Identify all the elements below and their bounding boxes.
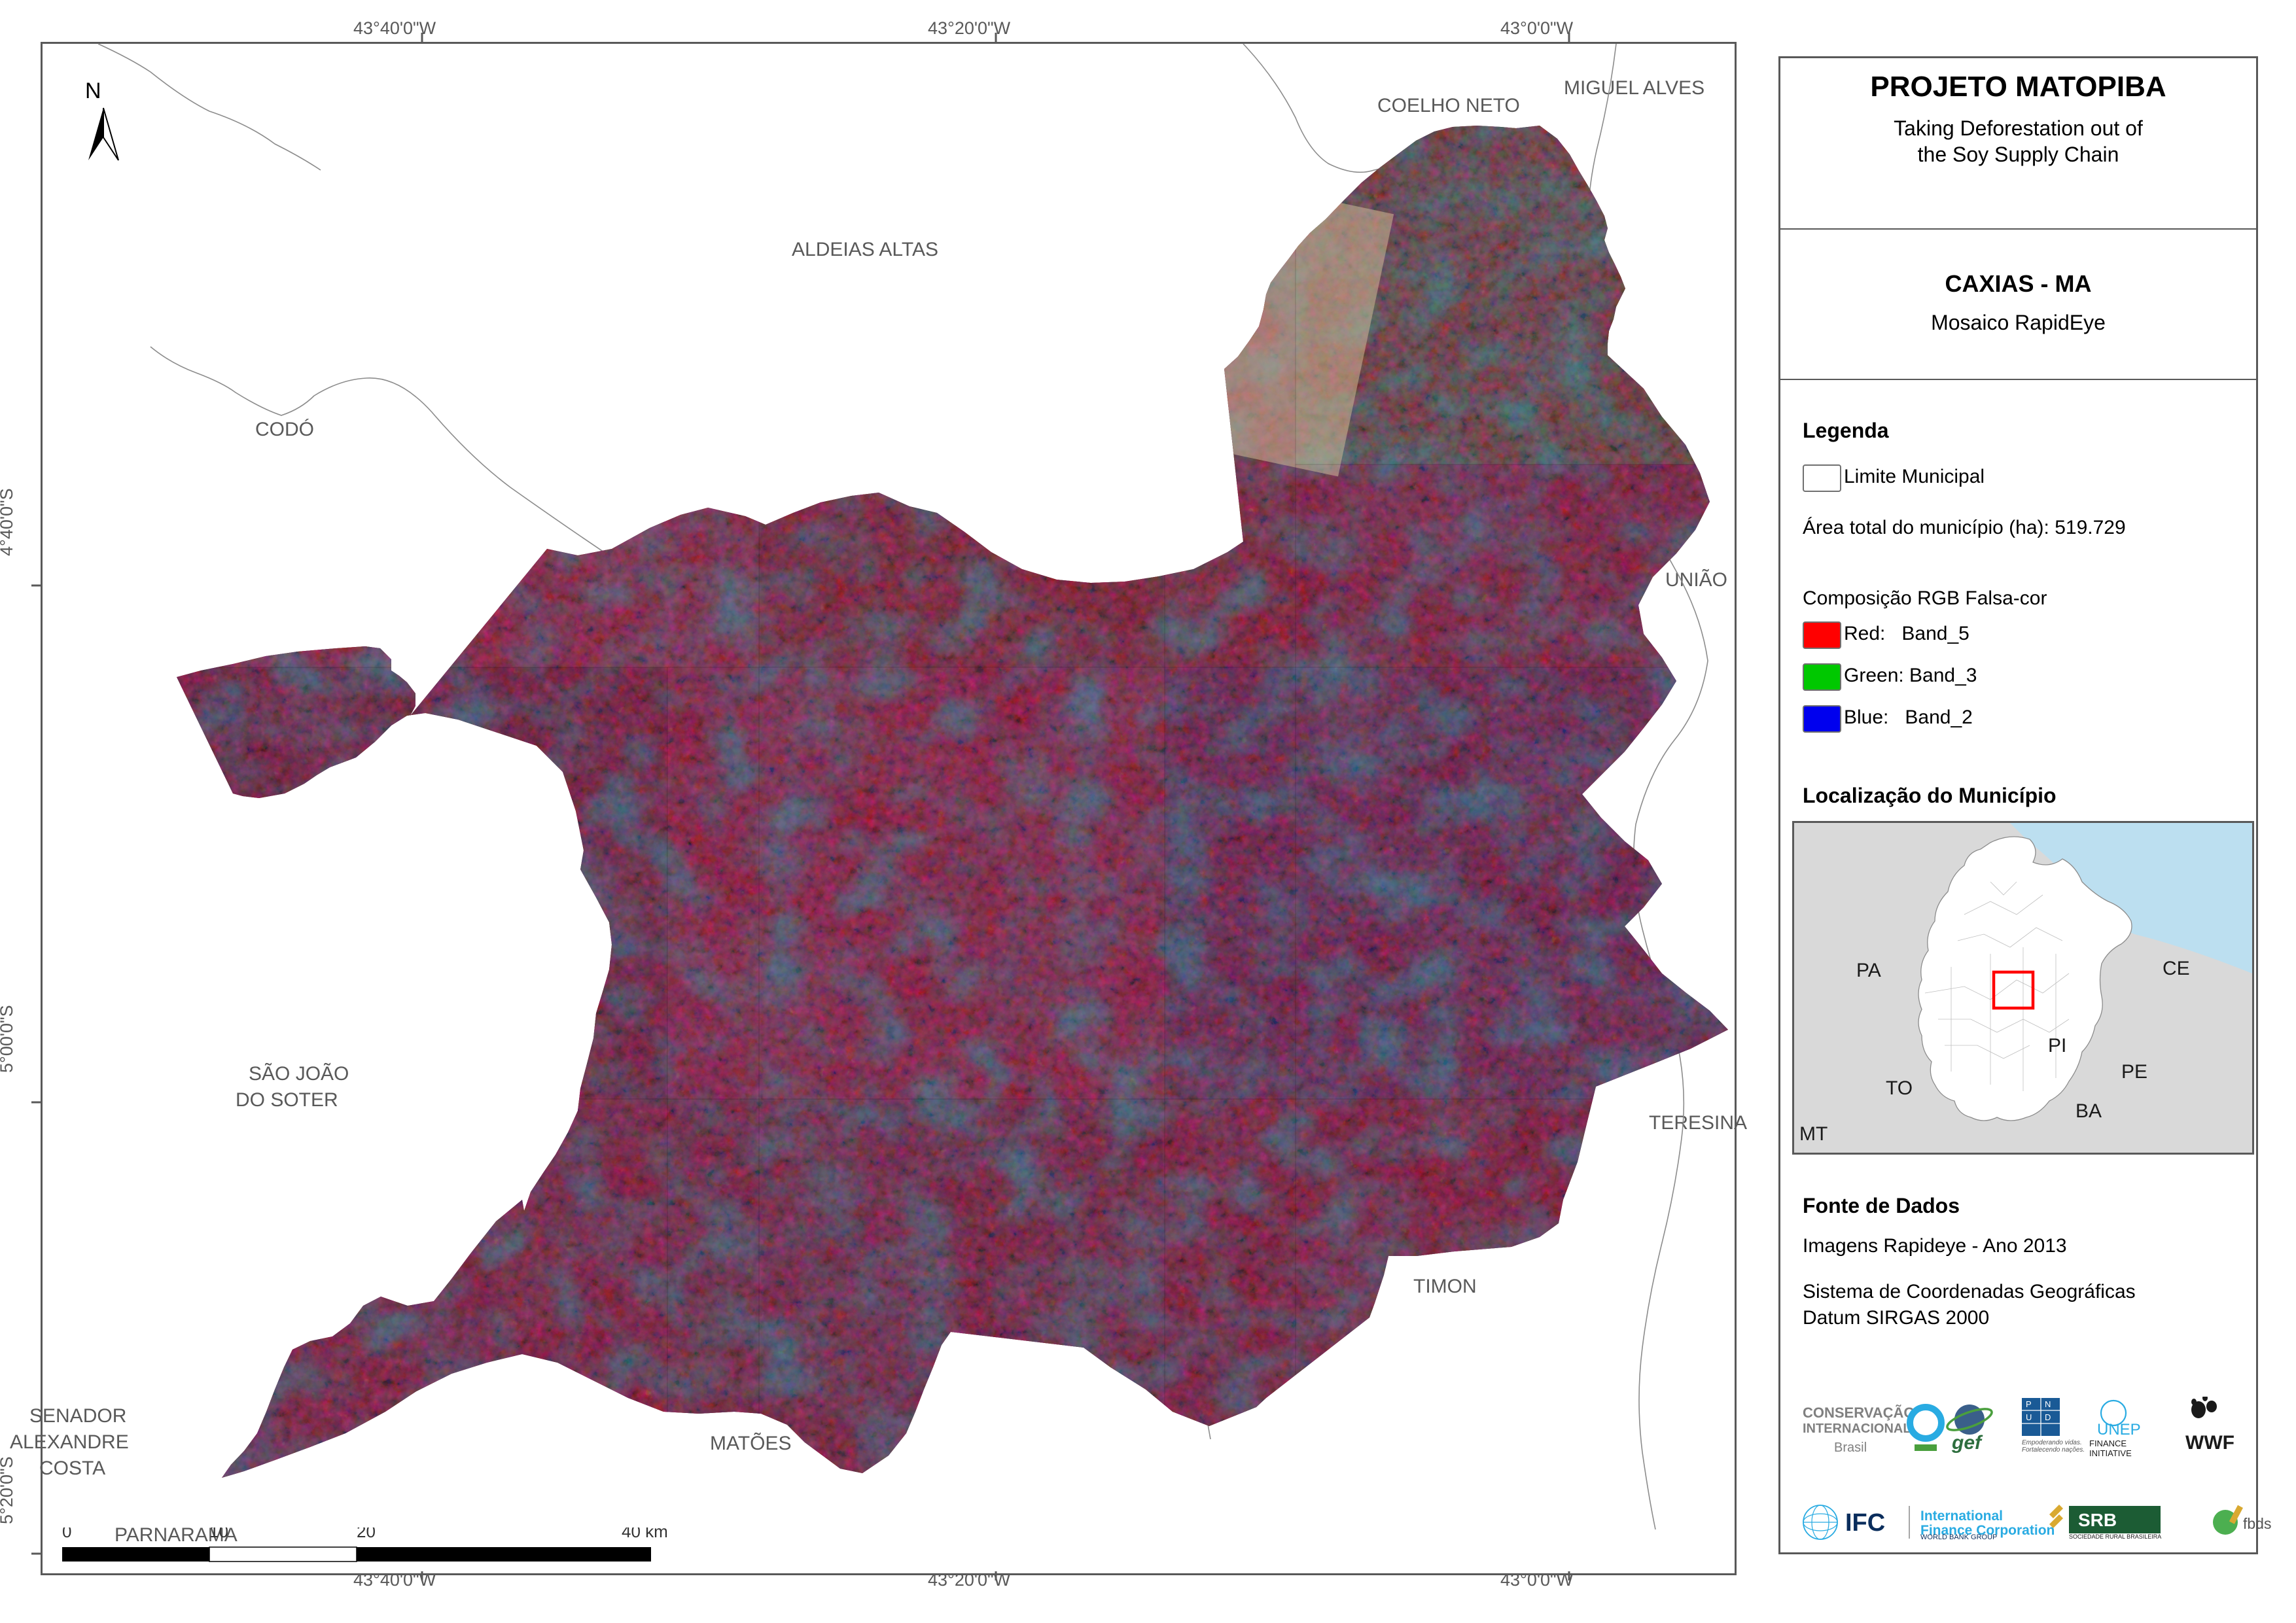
- svg-text:PE: PE: [2121, 1061, 2147, 1083]
- svg-text:Brasil: Brasil: [1834, 1440, 1867, 1455]
- svg-text:INITIATIVE: INITIATIVE: [2089, 1448, 2132, 1458]
- svg-text:MT: MT: [1799, 1123, 1828, 1145]
- svg-text:N: N: [2045, 1399, 2051, 1409]
- svg-text:SRB: SRB: [2078, 1510, 2117, 1530]
- svg-text:IFC: IFC: [1845, 1509, 1885, 1537]
- svg-text:International: International: [1920, 1509, 2003, 1524]
- svg-text:BA: BA: [2075, 1100, 2102, 1122]
- svg-text:CONSERVAÇÃO: CONSERVAÇÃO: [1803, 1405, 1915, 1421]
- svg-text:fbds: fbds: [2243, 1515, 2271, 1532]
- svg-text:gef: gef: [1951, 1432, 1983, 1454]
- svg-text:D: D: [2045, 1412, 2051, 1422]
- svg-text:Fortalecendo nações.: Fortalecendo nações.: [2022, 1446, 2085, 1454]
- svg-text:UNEP: UNEP: [2097, 1421, 2141, 1439]
- svg-text:WORLD BANK GROUP: WORLD BANK GROUP: [1920, 1533, 1997, 1541]
- svg-text:PI: PI: [2048, 1035, 2066, 1056]
- svg-text:WWF: WWF: [2185, 1432, 2234, 1454]
- svg-text:PA: PA: [1856, 960, 1881, 981]
- svg-text:FINANCE: FINANCE: [2089, 1439, 2127, 1448]
- svg-text:SOCIEDADE RURAL BRASILEIRA: SOCIEDADE RURAL BRASILEIRA: [2069, 1533, 2161, 1540]
- svg-text:TO: TO: [1886, 1077, 1913, 1099]
- svg-text:CE: CE: [2163, 958, 2190, 979]
- svg-text:P: P: [2026, 1399, 2032, 1409]
- svg-text:INTERNACIONAL: INTERNACIONAL: [1803, 1422, 1911, 1436]
- svg-text:Empoderando vidas.: Empoderando vidas.: [2022, 1439, 2082, 1446]
- svg-text:U: U: [2026, 1412, 2032, 1422]
